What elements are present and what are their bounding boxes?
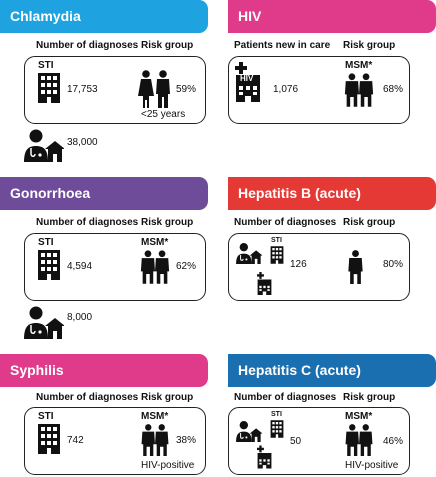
man-pair-icon: [140, 424, 170, 456]
hepatitis-b-col1: Number of diagnoses: [234, 217, 337, 228]
chlamydia-extra-count: 38,000: [67, 137, 98, 148]
hiv-count: 1,076: [273, 84, 299, 95]
hepatitis-b-banner: Hepatitis B (acute): [228, 177, 436, 210]
syphilis-col2: Risk group: [141, 392, 194, 403]
hepatitis-b-count: 126: [290, 259, 307, 270]
chlamydia-note: <25 years: [141, 109, 186, 120]
hiv-panel: HIV Patients new in care Risk group HIV …: [228, 0, 436, 130]
syphilis-box: STI 742 MSM* 38% HIV-positive: [24, 407, 206, 475]
chlamydia-percent: 59%: [176, 84, 197, 95]
person-icon: [348, 250, 363, 284]
doctor-home-icon: [236, 242, 262, 264]
building-icon: [37, 424, 61, 454]
syphilis-banner: Syphilis: [0, 354, 208, 387]
building-icon: [270, 246, 284, 264]
building-icon: [37, 250, 61, 280]
hepatitis-b-percent: 80%: [383, 259, 404, 270]
man-pair-icon: [344, 424, 374, 456]
hepatitis-c-note: HIV-positive: [345, 460, 399, 471]
gonorrhoea-col2: Risk group: [141, 217, 194, 228]
chlamydia-panel: Chlamydia Number of diagnoses Risk group…: [0, 0, 210, 168]
doctor-home-icon: [236, 420, 262, 442]
hepatitis-c-col2: Risk group: [343, 392, 396, 403]
syphilis-col1: Number of diagnoses: [36, 392, 139, 403]
hepatitis-b-col2: Risk group: [343, 217, 396, 228]
gonorrhoea-col1: Number of diagnoses: [36, 217, 139, 228]
hiv-box: HIV 1,076 MSM* 68%: [228, 56, 410, 124]
man-pair-icon: [344, 73, 374, 107]
couple-icon: [138, 70, 172, 108]
sti-label: STI: [38, 411, 54, 422]
chlamydia-banner: Chlamydia: [0, 0, 208, 33]
hepatitis-c-box: STI 50 MSM* 46% HIV-positive: [228, 407, 410, 475]
hepatitis-c-count: 50: [290, 436, 302, 447]
chlamydia-box: STI 17,753 59% <25 years: [24, 56, 206, 124]
sti-label: STI: [38, 60, 54, 71]
hiv-icon-label: HIV: [240, 74, 254, 83]
gonorrhoea-banner: Gonorrhoea: [0, 177, 208, 210]
gonorrhoea-box: STI 4,594 MSM* 62%: [24, 233, 206, 301]
hiv-banner: HIV: [228, 0, 436, 33]
syphilis-risk-label: MSM*: [141, 411, 169, 422]
gonorrhoea-extra-count: 8,000: [67, 312, 93, 323]
hiv-risk-label: MSM*: [345, 60, 373, 71]
hepatitis-c-banner: Hepatitis C (acute): [228, 354, 436, 387]
doctor-home-icon: [24, 305, 64, 339]
hospital-icon: [257, 445, 272, 469]
hepatitis-b-box: STI 126 80%: [228, 233, 410, 301]
doctor-home-icon: [24, 128, 64, 162]
hepatitis-c-risk-label: MSM*: [345, 411, 373, 422]
hepatitis-b-panel: Hepatitis B (acute) Number of diagnoses …: [228, 177, 436, 307]
sti-label: STI: [271, 411, 282, 418]
chlamydia-col1: Number of diagnoses: [36, 40, 139, 51]
building-icon: [37, 73, 61, 103]
gonorrhoea-panel: Gonorrhoea Number of diagnoses Risk grou…: [0, 177, 210, 339]
sti-label: STI: [271, 237, 282, 244]
syphilis-panel: Syphilis Number of diagnoses Risk group …: [0, 354, 210, 477]
hiv-percent: 68%: [383, 84, 404, 95]
hepatitis-c-percent: 46%: [383, 436, 404, 447]
syphilis-percent: 38%: [176, 435, 197, 446]
gonorrhoea-risk-label: MSM*: [141, 237, 169, 248]
man-pair-icon: [140, 250, 170, 284]
gonorrhoea-count: 4,594: [67, 261, 93, 272]
building-icon: [270, 420, 284, 438]
hiv-col2: Risk group: [343, 40, 396, 51]
syphilis-count: 742: [67, 435, 84, 446]
hospital-icon: [257, 272, 272, 295]
hepatitis-c-col1: Number of diagnoses: [234, 392, 337, 403]
sti-label: STI: [38, 237, 54, 248]
hiv-col1: Patients new in care: [234, 40, 331, 51]
syphilis-note: HIV-positive: [141, 460, 195, 471]
chlamydia-count: 17,753: [67, 84, 98, 95]
chlamydia-col2: Risk group: [141, 40, 194, 51]
hepatitis-c-panel: Hepatitis C (acute) Number of diagnoses …: [228, 354, 436, 477]
gonorrhoea-percent: 62%: [176, 261, 197, 272]
